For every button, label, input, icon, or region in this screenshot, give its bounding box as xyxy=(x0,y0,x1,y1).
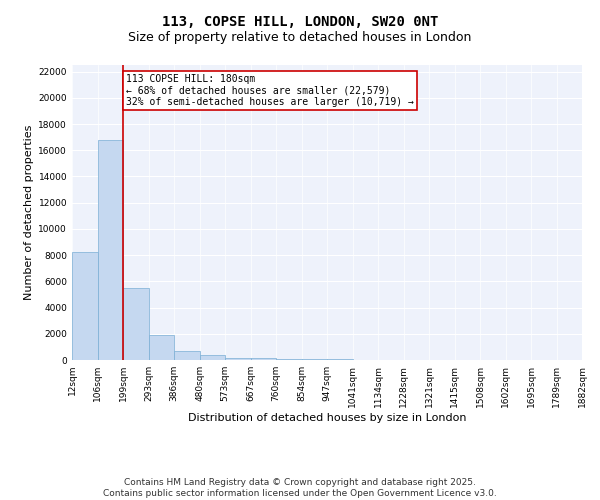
Text: Contains HM Land Registry data © Crown copyright and database right 2025.
Contai: Contains HM Land Registry data © Crown c… xyxy=(103,478,497,498)
Bar xyxy=(72,252,98,360)
Y-axis label: Number of detached properties: Number of detached properties xyxy=(24,125,34,300)
Bar xyxy=(149,335,174,360)
Bar xyxy=(225,358,251,360)
Bar xyxy=(174,351,200,360)
Bar xyxy=(200,355,225,360)
Bar xyxy=(123,288,149,360)
Text: Size of property relative to detached houses in London: Size of property relative to detached ho… xyxy=(128,31,472,44)
Bar xyxy=(251,358,276,360)
Text: 113 COPSE HILL: 180sqm
← 68% of detached houses are smaller (22,579)
32% of semi: 113 COPSE HILL: 180sqm ← 68% of detached… xyxy=(126,74,413,108)
Bar xyxy=(276,359,302,360)
Bar xyxy=(302,359,327,360)
Text: 113, COPSE HILL, LONDON, SW20 0NT: 113, COPSE HILL, LONDON, SW20 0NT xyxy=(162,16,438,30)
Bar xyxy=(98,140,123,360)
X-axis label: Distribution of detached houses by size in London: Distribution of detached houses by size … xyxy=(188,412,466,422)
